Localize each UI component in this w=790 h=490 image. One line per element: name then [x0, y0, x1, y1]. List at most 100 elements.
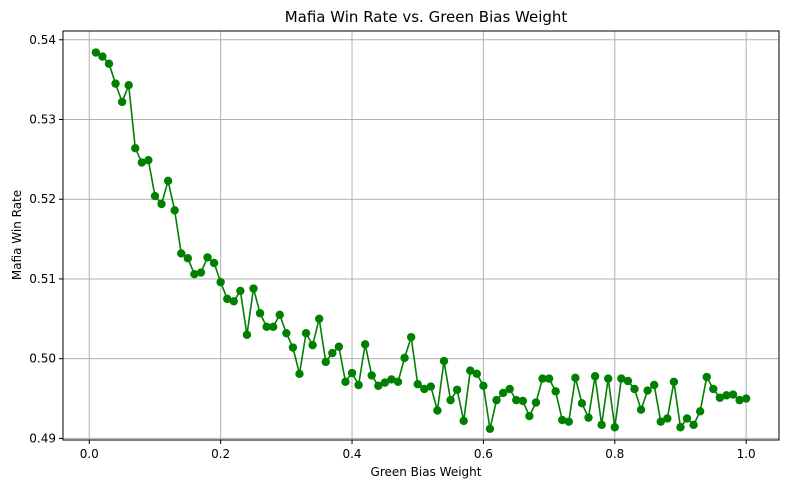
data-point — [498, 388, 508, 398]
data-point — [236, 286, 245, 296]
data-point — [577, 399, 587, 408]
data-point — [610, 423, 619, 432]
data-point — [525, 411, 534, 421]
x-axis-label: Green Bias Weight — [371, 465, 482, 479]
data-point — [505, 384, 514, 394]
plot-area-frame — [62, 30, 780, 441]
data-point — [571, 373, 580, 383]
data-point — [709, 384, 718, 394]
data-point — [695, 407, 705, 416]
data-point — [485, 424, 495, 434]
data-point — [393, 377, 403, 386]
data-point — [617, 374, 626, 383]
data-point — [177, 249, 186, 258]
data-point — [262, 322, 271, 331]
data-point — [551, 387, 560, 396]
data-point — [328, 348, 337, 358]
data-point — [663, 414, 672, 423]
data-point — [216, 277, 225, 287]
data-point — [314, 314, 324, 324]
data-point — [308, 340, 317, 350]
grid — [63, 31, 779, 440]
data-point — [374, 381, 383, 390]
data-point — [131, 143, 140, 153]
data-point — [104, 59, 114, 68]
data-point — [604, 374, 613, 383]
data-point — [242, 330, 252, 339]
data-point — [439, 356, 449, 366]
data-point — [150, 191, 160, 201]
data-point — [558, 415, 567, 425]
data-point — [702, 372, 711, 382]
data-point — [741, 394, 751, 403]
data-point — [590, 372, 600, 381]
data-point — [564, 417, 573, 426]
data-point — [649, 380, 659, 390]
data-point — [420, 384, 429, 394]
data-point — [347, 368, 357, 378]
y-tick-label: 0.53 — [29, 112, 56, 126]
x-tick-label: 0.2 — [211, 447, 230, 461]
x-axis: 0.0 0.2 0.4 0.6 0.8 1.0 — [80, 440, 756, 461]
data-point — [406, 332, 416, 342]
data-point — [466, 366, 475, 375]
data-point — [196, 268, 206, 277]
data-point — [380, 378, 390, 387]
data-point — [183, 254, 193, 263]
data-point — [269, 322, 278, 331]
data-point — [91, 48, 101, 57]
data-point — [209, 258, 219, 268]
data-point — [669, 377, 679, 386]
data-point — [111, 79, 120, 88]
data-point — [531, 398, 541, 407]
data-point — [544, 374, 554, 383]
data-point — [682, 414, 692, 423]
data-point — [584, 413, 593, 422]
data-point — [282, 328, 291, 338]
data-point — [170, 206, 179, 215]
data-point — [623, 376, 633, 386]
data-point — [341, 377, 350, 386]
data-point — [229, 297, 238, 306]
data-point — [492, 395, 501, 405]
data-point — [722, 391, 731, 400]
data-point — [295, 369, 304, 379]
data-point — [275, 310, 284, 320]
data-point — [249, 284, 258, 293]
data-point — [144, 155, 153, 165]
y-tick-label: 0.51 — [29, 272, 56, 286]
data-point — [288, 343, 298, 352]
data-point — [518, 396, 528, 406]
data-point — [656, 417, 665, 426]
data-point — [190, 269, 199, 279]
data-point — [223, 294, 232, 304]
y-axis-label: Mafia Win Rate — [10, 190, 24, 280]
data-point — [715, 393, 725, 402]
data-point — [636, 405, 646, 414]
data-point — [400, 353, 409, 363]
data-point — [630, 384, 639, 394]
data-point — [735, 395, 744, 405]
data-point — [479, 381, 488, 390]
data-point — [689, 420, 698, 430]
x-tick-label: 0.8 — [605, 447, 624, 461]
data-point — [426, 382, 436, 391]
data-point — [98, 52, 107, 61]
x-tick-label: 0.4 — [342, 447, 361, 461]
data-point — [163, 176, 173, 186]
y-tick-label: 0.54 — [29, 33, 56, 47]
data-point — [538, 374, 547, 383]
data-point — [301, 328, 311, 338]
y-axis: 0.49 0.50 0.51 0.52 0.53 0.54 — [29, 33, 63, 445]
x-tick-label: 0.6 — [474, 447, 493, 461]
data-point — [452, 385, 462, 394]
chart-title: Mafia Win Rate vs. Green Bias Weight — [285, 8, 568, 26]
data-point — [255, 309, 265, 318]
y-tick-label: 0.49 — [29, 431, 56, 445]
data-point — [446, 395, 455, 405]
data-point — [433, 406, 442, 415]
data-point — [360, 340, 370, 349]
data-point — [334, 342, 344, 351]
